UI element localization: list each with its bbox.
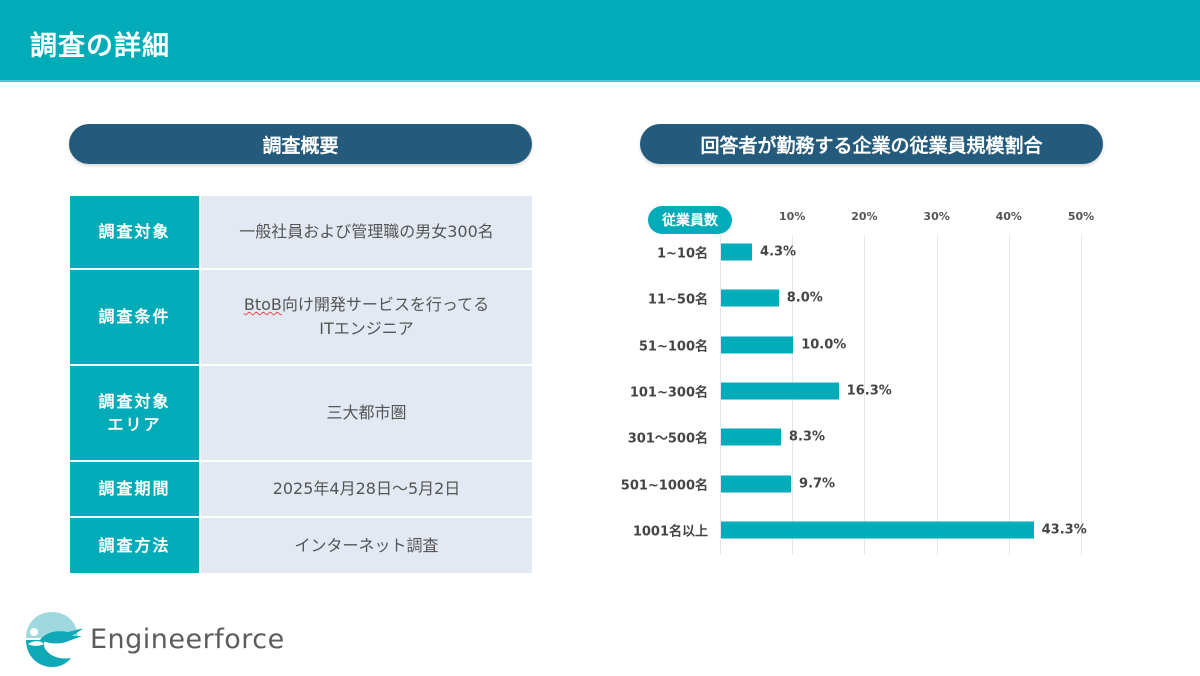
row-value: 2025年4月28日～5月2日 xyxy=(201,462,532,516)
category-label: 51~100名 xyxy=(638,339,708,355)
bar-value-label: 4.3% xyxy=(760,244,797,260)
row-label: 調査対象 エリア xyxy=(70,366,201,460)
gridline xyxy=(1081,235,1082,555)
bar xyxy=(721,336,794,354)
category-label: 301～500名 xyxy=(627,431,708,447)
category-label: 501~1000名 xyxy=(620,478,708,493)
gridline xyxy=(864,235,866,555)
category-label: 1~10名 xyxy=(656,246,708,262)
x-tick-label: 20% xyxy=(851,210,878,223)
row-label-line: 調査条件 xyxy=(98,307,171,327)
gridline xyxy=(1008,235,1010,555)
row-value: インターネット調査 xyxy=(201,518,532,573)
row-label-line: 調査対象 xyxy=(98,391,171,411)
x-tick-label: 40% xyxy=(995,210,1022,223)
bar xyxy=(721,428,781,446)
table-row: 調査方法 インターネット調査 xyxy=(70,518,532,573)
spellcheck-underlined-word: BtoB xyxy=(243,295,282,314)
chart-baseline xyxy=(720,235,721,555)
bar xyxy=(721,382,839,400)
bar-value-label: 8.3% xyxy=(788,429,825,445)
row-label-line: 調査対象 xyxy=(98,222,171,242)
gridline xyxy=(936,235,938,555)
bird-logo-icon xyxy=(26,612,82,667)
bar-value-label: 8.0% xyxy=(786,290,823,306)
y-axis-label-badge: 従業員数 xyxy=(648,206,732,234)
bar-value-label: 16.3% xyxy=(846,383,892,399)
row-value-line: BtoB向け開発サービスを行ってる xyxy=(244,293,489,317)
bar xyxy=(721,243,753,261)
row-label-line: エリア xyxy=(107,415,162,434)
table-row: 調査期間 2025年4月28日～5月2日 xyxy=(70,462,532,518)
bar xyxy=(721,475,792,492)
row-value: 三大都市圏 xyxy=(201,366,532,460)
row-label: 調査期間 xyxy=(70,462,201,516)
category-label: 1001名以上 xyxy=(632,524,708,540)
row-value-line: 一般社員および管理職の男女300名 xyxy=(239,222,494,241)
row-label: 調査方法 xyxy=(70,518,201,573)
row-label: 調査対象 xyxy=(70,196,201,268)
row-value: 一般社員および管理職の男女300名 xyxy=(201,196,532,268)
x-tick-label: 50% xyxy=(1067,210,1095,223)
row-value-rest: 向け開発サービスを行ってる xyxy=(281,295,490,314)
row-label-line: 調査方法 xyxy=(98,535,171,555)
logo-wordmark: Engineerforce xyxy=(90,623,285,655)
bar-value-label: 43.3% xyxy=(1041,522,1087,538)
table-row: 調査条件 BtoB向け開発サービスを行ってる ITエンジニア xyxy=(70,270,532,366)
chart-section-title: 回答者が勤務する企業の従業員規模割合 xyxy=(640,124,1103,164)
overview-section-title: 調査概要 xyxy=(69,124,532,164)
employee-size-bar-chart: 従業員数 10% 20% 30% 40% 50% 1~10名 4.3% 11~50名 8.0% 5… xyxy=(620,200,1120,570)
bar-value-label: 9.7% xyxy=(799,476,836,491)
row-value-line: インターネット調査 xyxy=(294,535,439,555)
row-value-line: 2025年4月28日～5月2日 xyxy=(272,479,461,498)
x-tick-label: 30% xyxy=(923,210,950,223)
table-row: 調査対象エリア 三大都市圏 xyxy=(70,366,532,462)
row-label: 調査条件 xyxy=(70,270,201,364)
bar xyxy=(721,289,779,307)
engineerforce-logo: Engineerforce xyxy=(22,610,285,668)
row-value-line: 三大都市圏 xyxy=(326,403,407,422)
row-value: BtoB向け開発サービスを行ってる ITエンジニア xyxy=(201,270,532,364)
bar xyxy=(721,521,1034,539)
x-tick-label: 10% xyxy=(779,210,806,223)
category-label: 101~300名 xyxy=(629,385,708,401)
row-value-line: ITエンジニア xyxy=(319,319,414,338)
page-header: 調査の詳細 xyxy=(0,0,1200,82)
overview-table: 調査対象 一般社員および管理職の男女300名調査条件 BtoB向け開発サービスを行っ… xyxy=(70,196,532,573)
category-label: 11~50名 xyxy=(647,292,708,308)
row-label-line: 調査期間 xyxy=(98,479,171,499)
bar-value-label: 10.0% xyxy=(801,337,847,353)
table-row: 調査対象 一般社員および管理職の男女300名 xyxy=(70,196,532,270)
page-title: 調査の詳細 xyxy=(30,31,170,62)
